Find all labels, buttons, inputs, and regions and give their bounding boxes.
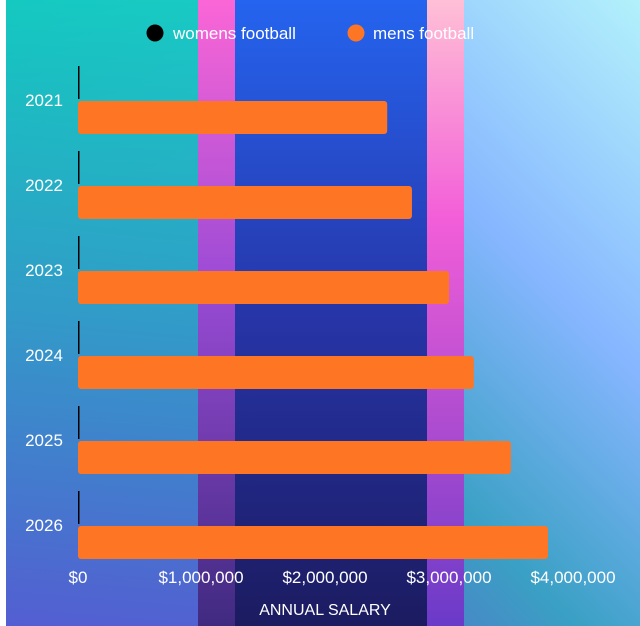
- x-tick-label-4: $4,000,000: [530, 568, 615, 587]
- bar-mens-2024: [78, 356, 474, 389]
- x-axis-title: ANNUAL SALARY: [259, 602, 391, 619]
- category-label-2024: 2024: [25, 346, 63, 365]
- bar-mens-2025: [78, 441, 511, 474]
- bar-womens-2025: [78, 406, 80, 439]
- category-label-2025: 2025: [25, 431, 63, 450]
- x-tick-labels: $0 $1,000,000 $2,000,000 $3,000,000 $4,000,0…: [69, 568, 616, 587]
- legend-label-1: mens football: [373, 24, 474, 43]
- bar-womens-2021: [78, 66, 80, 99]
- category-label-2026: 2026: [25, 516, 63, 535]
- bar-womens-2026: [78, 491, 80, 524]
- bar-mens-2026: [78, 526, 548, 559]
- bar-womens-2023: [78, 236, 80, 269]
- legend-label-0: womens football: [172, 24, 296, 43]
- bar-womens-2024: [78, 321, 80, 354]
- x-tick-label-3: $3,000,000: [406, 568, 491, 587]
- x-tick-label-0: $0: [69, 568, 88, 587]
- bar-mens-2023: [78, 271, 450, 304]
- background-right-pink-band: [427, 0, 464, 626]
- bars: [78, 66, 548, 559]
- category-labels: 2021 2022 2023 2024 2025 2026: [25, 91, 63, 535]
- category-label-2021: 2021: [25, 91, 63, 110]
- category-label-2022: 2022: [25, 176, 63, 195]
- legend: womens football mens football: [146, 24, 474, 43]
- bar-womens-2022: [78, 151, 80, 184]
- category-label-2023: 2023: [25, 261, 63, 280]
- legend-marker-0: [146, 24, 164, 42]
- x-tick-label-1: $1,000,000: [158, 568, 243, 587]
- bar-mens-2021: [78, 101, 388, 134]
- legend-marker-1: [347, 24, 365, 42]
- bar-mens-2022: [78, 186, 412, 219]
- x-tick-label-2: $2,000,000: [282, 568, 367, 587]
